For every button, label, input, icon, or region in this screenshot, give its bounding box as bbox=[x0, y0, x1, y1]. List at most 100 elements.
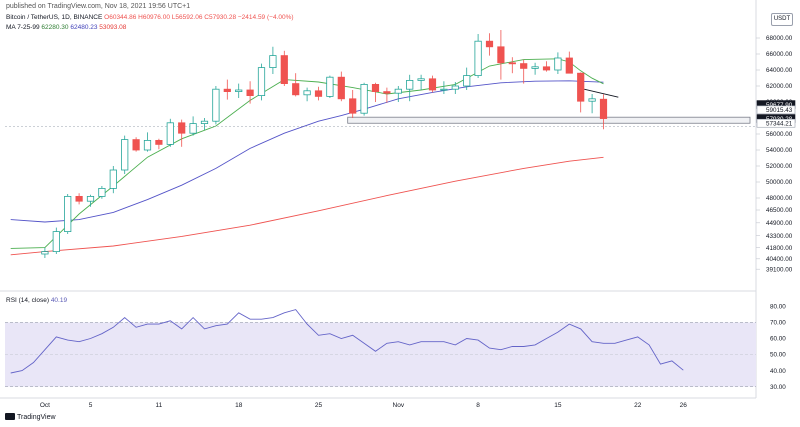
ma25-value: 62480.23 bbox=[70, 24, 98, 31]
price-tick-label: 43300.00 bbox=[766, 233, 793, 240]
candle-body bbox=[200, 120, 209, 124]
moving-averages bbox=[10, 58, 604, 256]
candle bbox=[508, 57, 516, 74]
candle-body bbox=[565, 57, 573, 74]
ma7-line bbox=[10, 58, 604, 249]
candle-body bbox=[132, 139, 140, 151]
tradingview-logo[interactable]: TradingView bbox=[5, 413, 56, 421]
candle bbox=[314, 86, 323, 101]
candle-body bbox=[520, 63, 528, 69]
candle-body bbox=[292, 83, 300, 96]
candle-body bbox=[554, 57, 562, 71]
candle bbox=[406, 74, 414, 102]
candle-body bbox=[485, 40, 494, 48]
candle bbox=[542, 61, 551, 72]
candle bbox=[212, 86, 220, 125]
rsi-line bbox=[10, 309, 684, 374]
time-tick-label: 18 bbox=[235, 402, 243, 409]
candle-body bbox=[121, 139, 129, 171]
candle-body bbox=[303, 90, 311, 96]
rsi-tick-label: 80.00 bbox=[770, 304, 786, 311]
time-axis: Oct 5 11 18 25 Nov 8 15 22 26 bbox=[40, 402, 687, 409]
candle bbox=[463, 67, 471, 90]
candle-body bbox=[451, 85, 459, 90]
candle bbox=[246, 81, 254, 104]
candle-body bbox=[212, 88, 220, 122]
candlestick-series bbox=[41, 30, 608, 258]
price-tick-label: 46500.00 bbox=[766, 207, 793, 214]
candle-body bbox=[440, 88, 448, 91]
time-tick-label: 11 bbox=[156, 402, 163, 409]
time-tick-label: 8 bbox=[476, 402, 480, 409]
trend-line bbox=[584, 88, 619, 98]
ma99-line bbox=[10, 156, 604, 256]
candle-body bbox=[531, 66, 539, 69]
support-zone-box bbox=[347, 116, 751, 124]
candle bbox=[64, 194, 72, 234]
candle bbox=[417, 74, 425, 90]
candle-body bbox=[497, 46, 505, 64]
time-tick-label: 22 bbox=[634, 402, 642, 409]
time-tick-label: 25 bbox=[315, 402, 323, 409]
candle bbox=[292, 73, 300, 97]
publish-info: published on TradingView.com, Nov 18, 20… bbox=[6, 3, 191, 10]
candle bbox=[394, 86, 402, 102]
candle-body bbox=[166, 122, 174, 145]
candle-body bbox=[52, 231, 60, 253]
candle bbox=[257, 63, 266, 101]
rsi-legend[interactable]: RSI (14, close) 40.19 bbox=[6, 297, 67, 304]
candle-body bbox=[577, 72, 585, 102]
candle bbox=[121, 135, 129, 174]
price-tick-label: 39100.00 bbox=[766, 266, 793, 273]
candle-body bbox=[337, 76, 345, 100]
candle-body bbox=[428, 78, 437, 91]
price-marker bbox=[756, 118, 796, 128]
price-marker-label: 57344.21 bbox=[766, 120, 793, 127]
candle bbox=[132, 137, 140, 152]
ma25-line bbox=[10, 80, 604, 223]
candle-body bbox=[86, 195, 95, 202]
candle bbox=[75, 193, 83, 205]
time-tick-label: Nov bbox=[393, 402, 405, 409]
candle bbox=[166, 118, 174, 147]
price-tick-label: 52000.00 bbox=[766, 163, 793, 170]
rsi-pane bbox=[5, 309, 756, 387]
candle bbox=[451, 82, 459, 94]
price-axis: 68000.0066000.0064000.0062000.0060000.00… bbox=[756, 35, 796, 391]
tradingview-icon bbox=[5, 413, 15, 420]
candle-body bbox=[394, 88, 402, 94]
candle-body bbox=[314, 90, 323, 97]
rsi-tick-label: 40.00 bbox=[770, 368, 786, 375]
candle bbox=[383, 87, 391, 103]
candle bbox=[98, 186, 106, 199]
candle-body bbox=[257, 67, 266, 96]
candle bbox=[349, 90, 357, 118]
symbol-legend[interactable]: Bitcoin / TetherUS, 1D, BINANCE O60344.8… bbox=[6, 14, 294, 21]
ma-label[interactable]: MA 7-25-99 bbox=[6, 24, 40, 31]
candle-body bbox=[508, 62, 516, 65]
price-tick-label: 40400.00 bbox=[766, 256, 793, 263]
candle-body bbox=[109, 169, 117, 189]
price-tick-label: 62000.00 bbox=[766, 83, 793, 90]
candle bbox=[599, 94, 608, 130]
candle bbox=[269, 46, 277, 74]
candle-body bbox=[189, 123, 197, 134]
symbol-name[interactable]: Bitcoin / TetherUS, 1D, BINANCE bbox=[6, 14, 103, 21]
candle-body bbox=[143, 139, 152, 151]
ma-legend[interactable]: MA 7-25-99 62280.30 62480.23 53093.08 bbox=[6, 24, 126, 31]
price-tick-label: 66000.00 bbox=[766, 51, 793, 58]
candle-body bbox=[75, 195, 83, 202]
rsi-label[interactable]: RSI (14, close) bbox=[6, 297, 49, 304]
rsi-tick-label: 60.00 bbox=[770, 336, 786, 343]
currency-badge[interactable]: USDT bbox=[771, 13, 793, 26]
rsi-value: 40.19 bbox=[50, 297, 68, 304]
price-tick-label: 44900.00 bbox=[766, 220, 793, 227]
brand-name: TradingView bbox=[17, 414, 56, 421]
candle bbox=[371, 82, 380, 102]
candle bbox=[326, 75, 334, 98]
ma7-value: 62280.30 bbox=[41, 24, 69, 31]
candle-body bbox=[474, 40, 482, 77]
candle bbox=[280, 50, 288, 86]
candle-body bbox=[178, 122, 186, 134]
